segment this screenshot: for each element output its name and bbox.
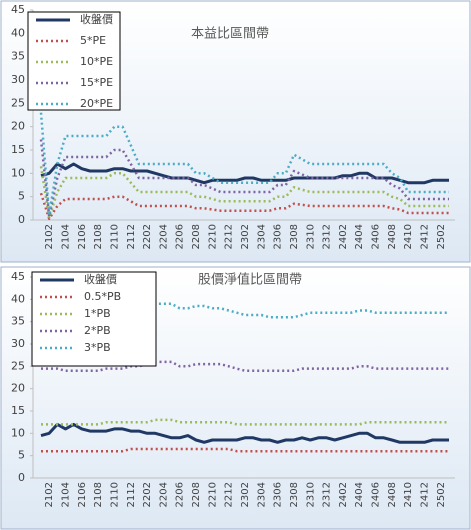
- series-line: [39, 166, 449, 219]
- x-tick-label: 2310: [305, 224, 316, 249]
- x-tick-label: 2110: [109, 482, 120, 507]
- x-tick-label: 2212: [224, 224, 235, 249]
- y-tick-label: 20: [11, 120, 25, 133]
- x-tick-label: 2202: [142, 482, 153, 507]
- x-tick-label: 2212: [224, 482, 235, 507]
- x-tick-label: 2210: [207, 224, 218, 249]
- y-tick-label: 10: [11, 426, 25, 439]
- y-tick-label: 10: [11, 166, 25, 179]
- legend-label: 2*PB: [84, 324, 111, 337]
- y-tick-label: 0: [18, 471, 25, 484]
- y-tick-label: 15: [11, 404, 25, 417]
- x-tick-label: 2204: [158, 482, 169, 507]
- series-line: [40, 422, 449, 444]
- y-tick-label: 30: [11, 337, 25, 350]
- y-tick-label: 30: [11, 73, 25, 86]
- x-tick-label: 2502: [436, 224, 447, 249]
- x-tick-label: 2206: [175, 224, 186, 249]
- x-tick-label: 2206: [175, 482, 186, 507]
- legend-label: 0.5*PB: [84, 290, 121, 303]
- x-tick-label: 2102: [44, 482, 55, 507]
- x-tick-label: 2302: [240, 482, 251, 507]
- series-line: [39, 192, 449, 221]
- x-tick-label: 2412: [420, 224, 431, 249]
- x-tick-label: 2112: [126, 224, 137, 249]
- x-tick-label: 2210: [207, 482, 218, 507]
- y-tick-label: 5: [18, 190, 25, 203]
- x-tick-label: 2412: [420, 482, 431, 507]
- y-tick-label: 35: [11, 315, 25, 328]
- y-tick-label: 25: [11, 359, 25, 372]
- y-tick-label: 15: [11, 143, 25, 156]
- x-tick-label: 2310: [305, 482, 316, 507]
- y-tick-label: 20: [11, 382, 25, 395]
- x-tick-label: 2208: [191, 482, 202, 507]
- x-tick-label: 2108: [93, 224, 104, 249]
- y-tick-label: 5: [18, 449, 25, 462]
- legend-label: 5*PE: [80, 34, 106, 47]
- series-line: [41, 418, 449, 426]
- x-tick-label: 2302: [240, 224, 251, 249]
- x-tick-label: 2408: [387, 224, 398, 249]
- y-tick-label: 35: [11, 50, 25, 63]
- x-tick-label: 2502: [436, 482, 447, 507]
- x-tick-label: 2306: [273, 224, 284, 249]
- y-tick-label: 0: [18, 213, 25, 226]
- x-tick-label: 2410: [403, 224, 414, 249]
- x-tick-label: 2406: [371, 224, 382, 249]
- x-tick-label: 2402: [338, 482, 349, 507]
- legend-label: 10*PE: [80, 55, 113, 68]
- x-tick-label: 2306: [273, 482, 284, 507]
- series-line: [41, 447, 449, 453]
- x-tick-label: 2110: [109, 224, 120, 249]
- x-tick-label: 2304: [256, 224, 267, 249]
- x-tick-label: 2404: [354, 224, 365, 249]
- legend-label: 收盤價: [84, 272, 117, 286]
- x-tick-label: 2308: [289, 224, 300, 249]
- x-tick-label: 2108: [93, 482, 104, 507]
- x-tick-label: 2304: [256, 482, 267, 507]
- legend-label: 收盤價: [80, 12, 113, 26]
- x-tick-label: 2202: [142, 224, 153, 249]
- x-tick-label: 2208: [191, 224, 202, 249]
- x-tick-label: 2102: [44, 224, 55, 249]
- x-tick-label: 2308: [289, 482, 300, 507]
- x-tick-label: 2408: [387, 482, 398, 507]
- legend-box: [31, 271, 157, 367]
- legend-box: [27, 11, 121, 111]
- y-tick-label: 45: [11, 270, 25, 283]
- chart-title: 股價淨值比區間帶: [198, 272, 302, 288]
- y-tick-label: 40: [11, 292, 25, 305]
- x-tick-label: 2204: [158, 224, 169, 249]
- x-tick-label: 2410: [403, 482, 414, 507]
- series-line: [40, 162, 449, 185]
- y-tick-label: 40: [11, 26, 25, 39]
- series-line: [39, 139, 449, 218]
- x-tick-label: 2312: [322, 482, 333, 507]
- x-tick-label: 2104: [60, 482, 71, 507]
- x-tick-label: 2104: [60, 224, 71, 249]
- legend-label: 20*PE: [80, 97, 113, 110]
- x-tick-label: 2406: [371, 482, 382, 507]
- x-tick-label: 2404: [354, 482, 365, 507]
- legend-label: 1*PB: [84, 307, 111, 320]
- y-tick-label: 45: [11, 3, 25, 16]
- series-line: [41, 302, 449, 319]
- y-tick-label: 25: [11, 96, 25, 109]
- x-tick-label: 2402: [338, 224, 349, 249]
- x-tick-label: 2106: [77, 482, 88, 507]
- chart-title: 本益比區間帶: [191, 27, 269, 42]
- x-tick-label: 2312: [322, 224, 333, 249]
- x-tick-label: 2106: [77, 224, 88, 249]
- legend-label: 15*PE: [80, 76, 113, 89]
- legend-label: 3*PB: [84, 341, 111, 354]
- x-tick-label: 2112: [126, 482, 137, 507]
